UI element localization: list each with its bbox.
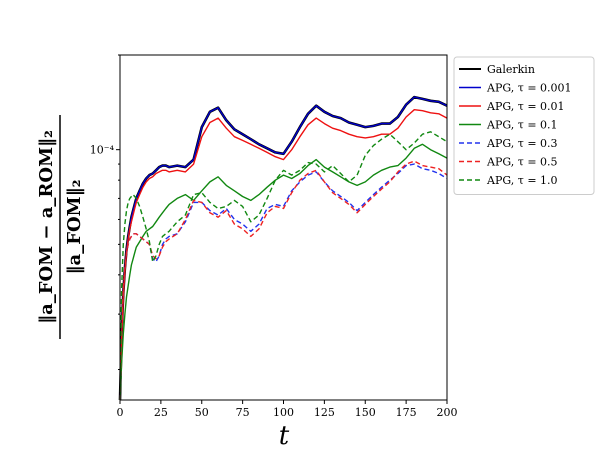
y-axis-ticks: 10⁻⁴ bbox=[90, 54, 120, 371]
legend-label-2: APG, τ = 0.01 bbox=[486, 100, 565, 113]
y-axis-label-denominator: ‖a_FOM‖₂ bbox=[64, 180, 85, 275]
y-axis-label: ‖a_FOM − a_ROM‖₂ ‖a_FOM‖₂ bbox=[36, 115, 85, 339]
series-line-6 bbox=[119, 131, 448, 401]
series-line-5 bbox=[119, 160, 448, 401]
x-tick-label-0: 0 bbox=[117, 406, 124, 419]
x-axis-ticks: 0 25 50 75 100 125 150 175 200 bbox=[117, 400, 458, 419]
legend-label-6: APG, τ = 1.0 bbox=[486, 174, 558, 187]
legend-box bbox=[453, 56, 595, 195]
plot-lines bbox=[118, 95, 448, 401]
x-tick-label-5: 125 bbox=[314, 406, 335, 419]
x-tick-label-4: 100 bbox=[273, 406, 294, 419]
x-tick-label-8: 200 bbox=[437, 406, 458, 419]
x-tick-label-1: 25 bbox=[154, 406, 168, 419]
y-tick-label-0: 10⁻⁴ bbox=[90, 144, 115, 157]
x-tick-label-6: 150 bbox=[355, 406, 376, 419]
legend-label-3: APG, τ = 0.1 bbox=[486, 119, 558, 132]
legend-label-5: APG, τ = 0.5 bbox=[486, 156, 558, 169]
y-axis-label-numerator: ‖a_FOM − a_ROM‖₂ bbox=[36, 130, 57, 324]
legend-label-1: APG, τ = 0.001 bbox=[486, 82, 572, 95]
legend: Galerkin APG, τ = 0.001 APG, τ = 0.01 APG, … bbox=[453, 56, 595, 195]
x-axis-label: t bbox=[279, 421, 290, 449]
legend-label-0: Galerkin bbox=[487, 63, 535, 76]
x-tick-label-7: 175 bbox=[396, 406, 417, 419]
x-tick-label-3: 75 bbox=[236, 406, 250, 419]
series-line-2 bbox=[119, 108, 448, 401]
legend-label-4: APG, τ = 0.3 bbox=[486, 137, 558, 150]
x-tick-label-2: 50 bbox=[195, 406, 209, 419]
series-line-1 bbox=[119, 96, 448, 401]
series-line-3 bbox=[119, 143, 448, 401]
